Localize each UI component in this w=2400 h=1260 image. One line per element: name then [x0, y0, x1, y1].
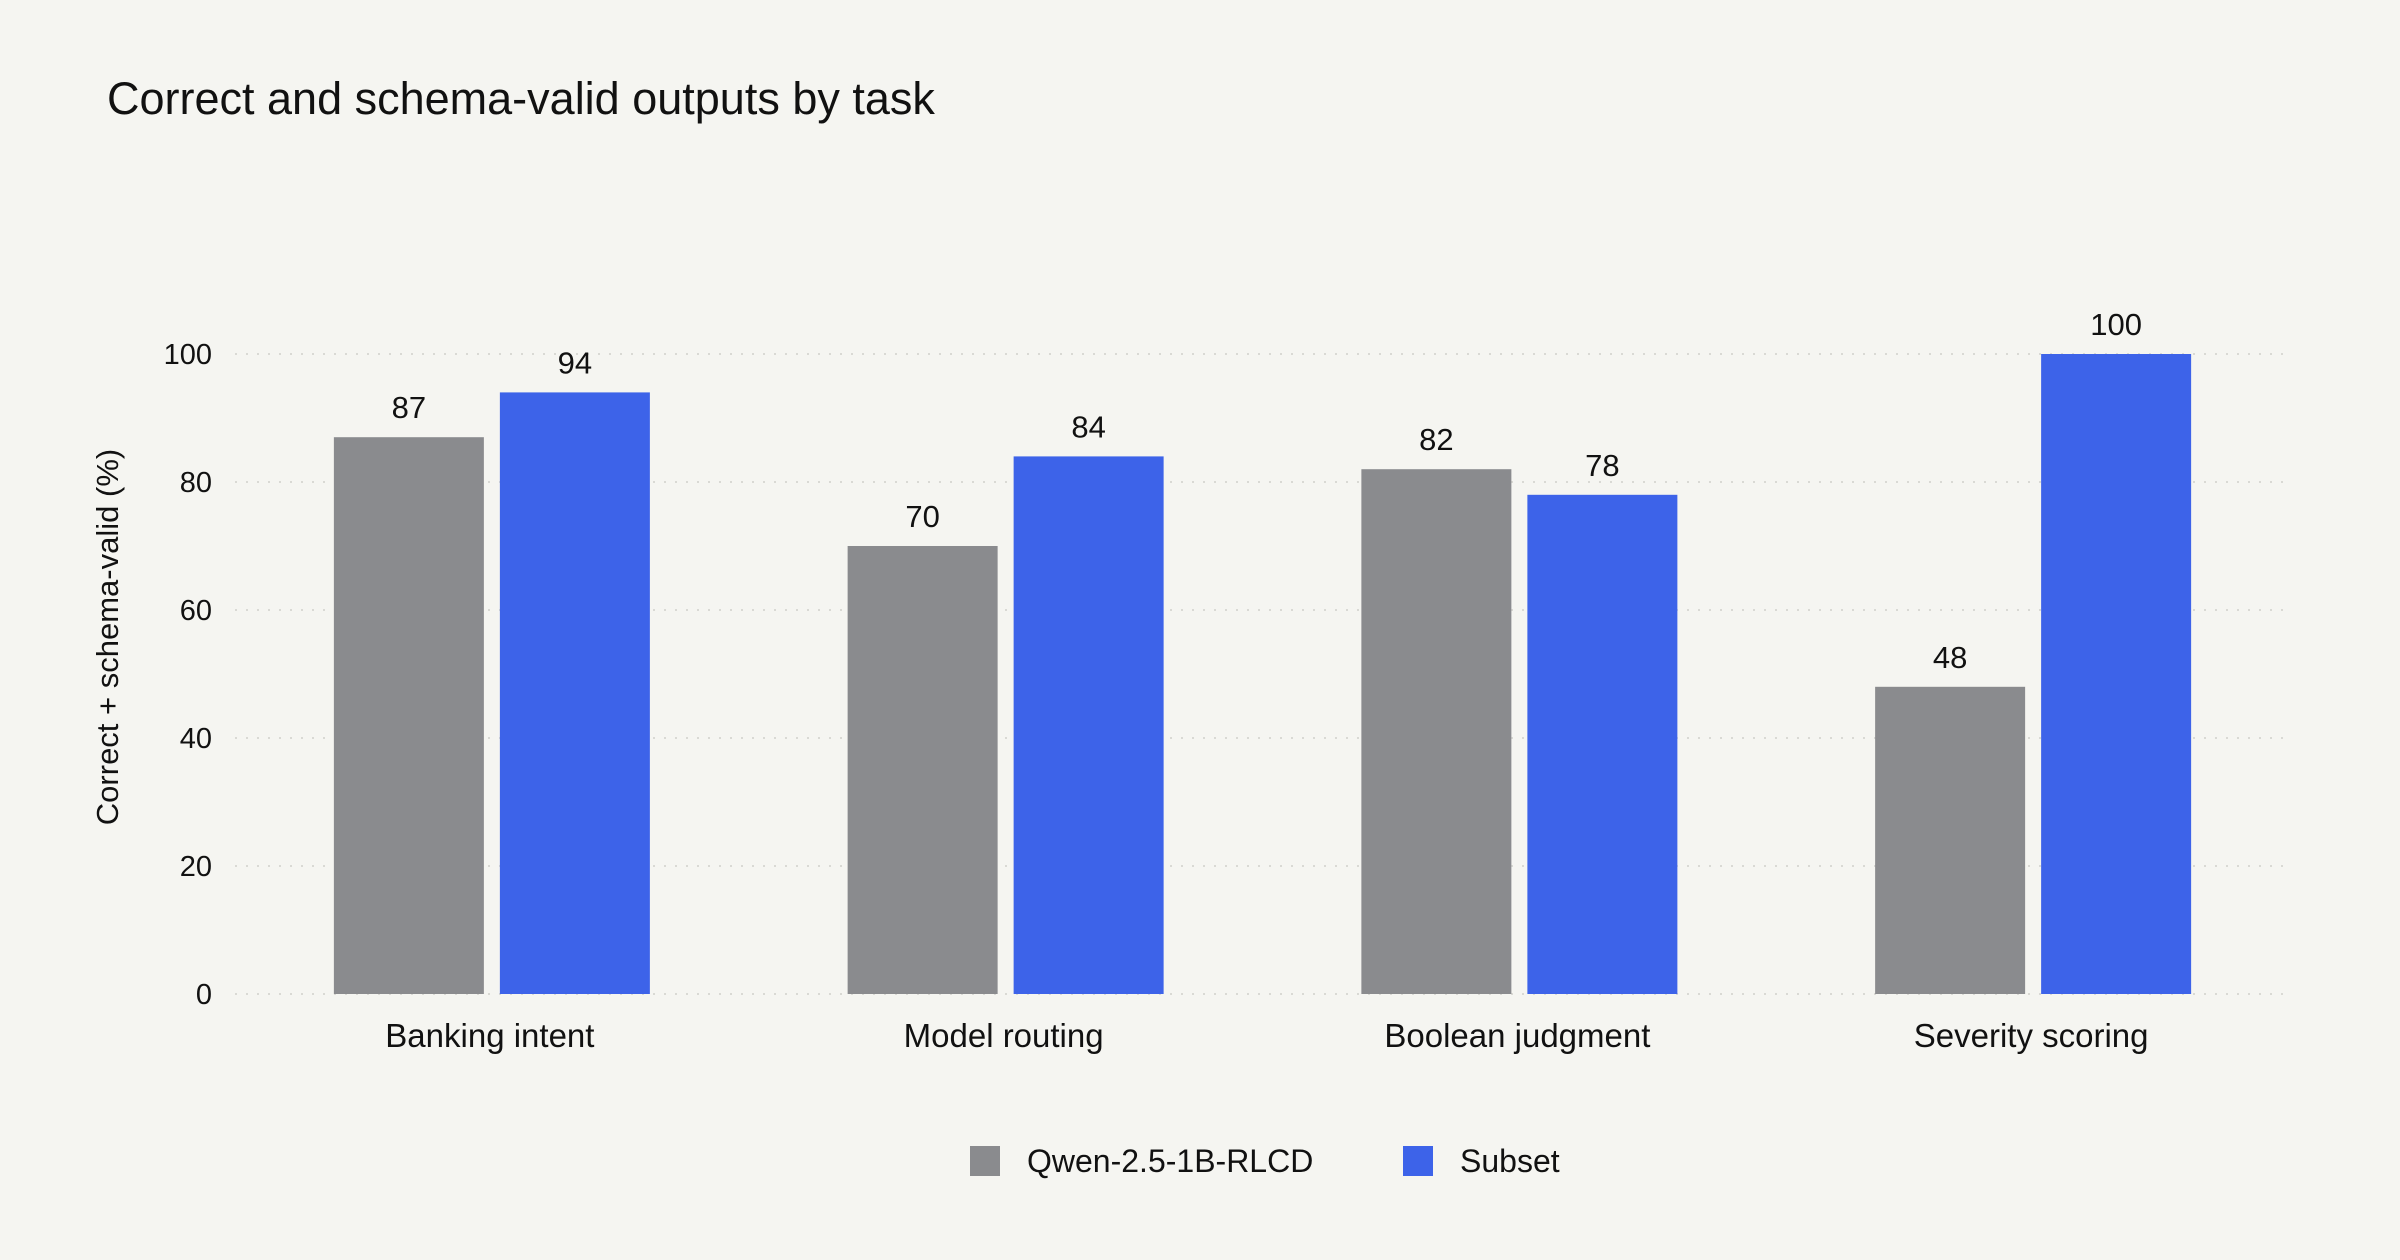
bar-value-label: 87 — [392, 390, 426, 425]
legend-label: Qwen-2.5-1B-RLCD — [1027, 1143, 1313, 1179]
bar-value-label: 84 — [1071, 409, 1105, 444]
legend: Qwen-2.5-1B-RLCD Subset — [970, 1143, 1560, 1179]
bar-1-0 — [847, 546, 998, 994]
bar-2-0 — [1361, 469, 1512, 994]
bar-0-0 — [333, 437, 484, 994]
y-tick-label: 100 — [164, 339, 212, 371]
x-category-label: Model routing — [904, 1017, 1104, 1054]
bar-value-label: 70 — [905, 499, 939, 534]
bar-value-label: 82 — [1419, 422, 1453, 457]
y-tick-label: 80 — [180, 467, 212, 499]
bar-value-label: 48 — [1933, 640, 1967, 675]
bar-value-label: 78 — [1585, 448, 1619, 483]
bar-3-1 — [2041, 354, 2192, 994]
bar-2-1 — [1527, 494, 1678, 994]
legend-swatch — [1403, 1146, 1433, 1176]
y-axis-ticks: 0 20 40 60 80 100 — [164, 339, 212, 1011]
bar-0-1 — [499, 392, 650, 994]
value-labels: 87 94 70 84 82 78 48 100 — [392, 307, 2142, 675]
chart-title: Correct and schema-valid outputs by task — [107, 73, 935, 124]
y-axis-label: Correct + schema-valid (%) — [90, 449, 125, 825]
y-tick-label: 0 — [196, 979, 212, 1011]
bar-3-0 — [1875, 686, 2026, 994]
y-tick-label: 60 — [180, 595, 212, 627]
bars — [333, 354, 2192, 994]
x-category-label: Severity scoring — [1914, 1017, 2149, 1054]
bar-1-1 — [1013, 456, 1164, 994]
y-tick-label: 40 — [180, 723, 212, 755]
y-tick-label: 20 — [180, 851, 212, 883]
x-category-label: Banking intent — [385, 1017, 594, 1054]
bar-value-label: 94 — [558, 345, 592, 380]
legend-label: Subset — [1460, 1143, 1560, 1179]
bar-value-label: 100 — [2090, 307, 2142, 342]
x-category-label: Boolean judgment — [1384, 1017, 1650, 1054]
legend-swatch — [970, 1146, 1000, 1176]
x-axis-categories: Banking intent Model routing Boolean judgm… — [385, 1017, 2148, 1054]
